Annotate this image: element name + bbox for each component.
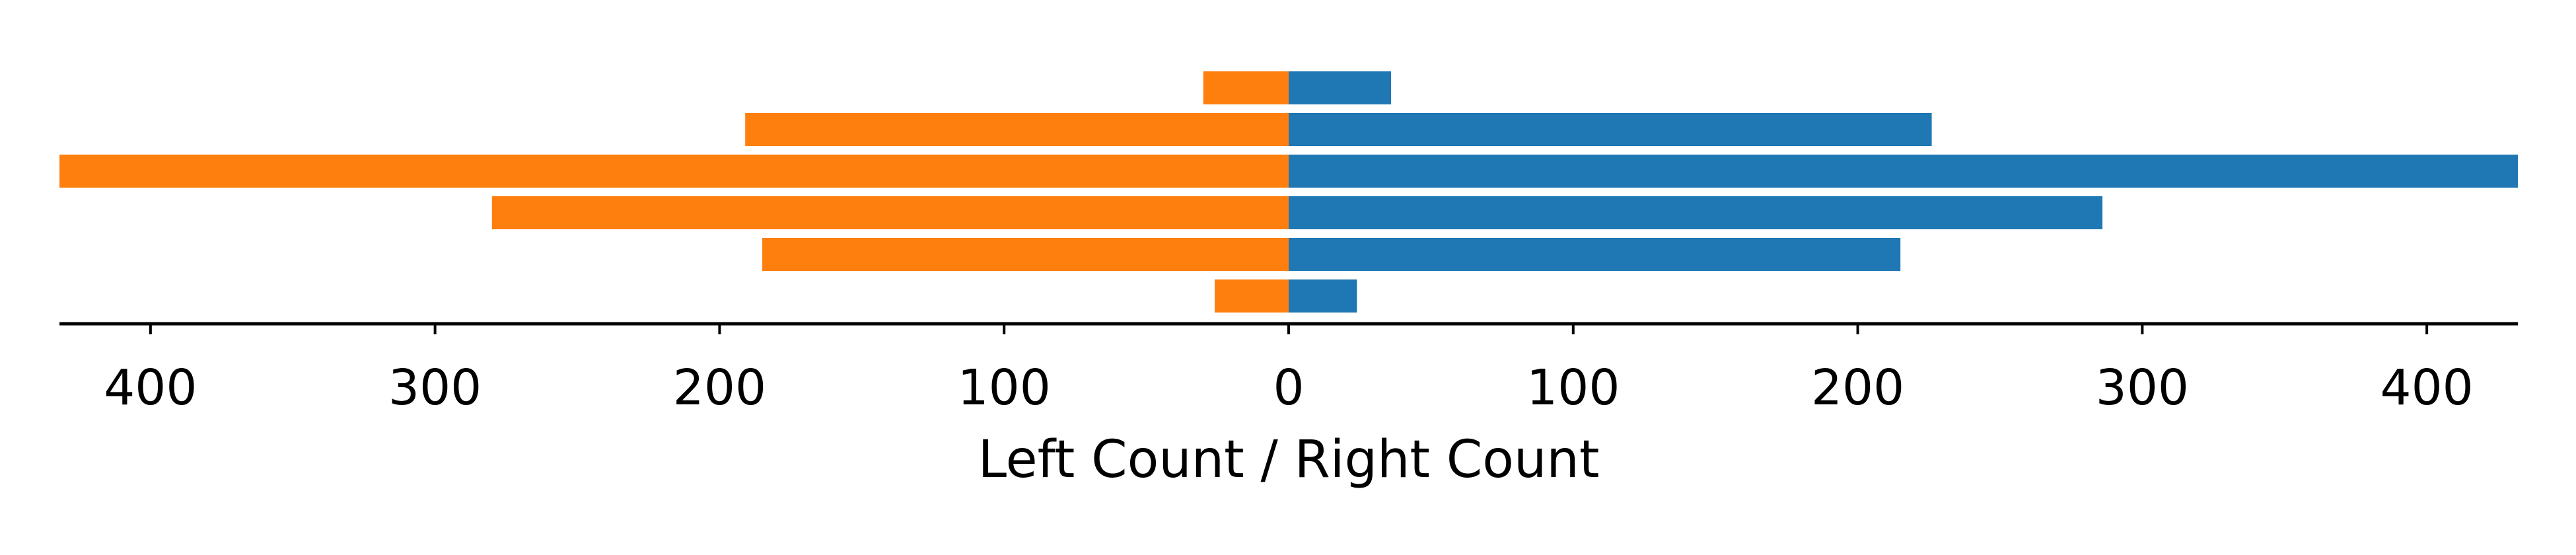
bar-right-row-6 <box>1289 279 1357 313</box>
bar-left-row-6 <box>1214 279 1289 313</box>
bar-right-row-3 <box>1289 155 2518 188</box>
x-tick-label: 400 <box>2380 359 2474 416</box>
x-tick-label: 200 <box>673 359 766 416</box>
x-tick-label: 300 <box>2096 359 2189 416</box>
x-tick-label: 0 <box>1273 359 1304 416</box>
bar-right-row-4 <box>1289 196 2103 229</box>
x-tick-label: 100 <box>958 359 1051 416</box>
x-tick-label: 100 <box>1526 359 1620 416</box>
bar-left-row-5 <box>762 238 1289 271</box>
x-axis-label: Left Count / Right Count <box>978 430 1600 490</box>
x-axis-ticks: 400 300 200 100 0 100 200 300 400 <box>104 324 2474 416</box>
x-tick-label: 200 <box>1811 359 1904 416</box>
bar-right-row-2 <box>1289 113 1932 146</box>
x-tick-label: 300 <box>388 359 482 416</box>
bar-right-row-5 <box>1289 238 1901 271</box>
bar-left-row-4 <box>491 196 1289 229</box>
x-tick-label: 400 <box>104 359 197 416</box>
bar-left-row-3 <box>59 155 1289 188</box>
bar-right-row-1 <box>1289 71 1392 104</box>
bars-group <box>59 71 2518 313</box>
bar-left-row-1 <box>1203 71 1289 104</box>
bar-left-row-2 <box>745 113 1289 146</box>
